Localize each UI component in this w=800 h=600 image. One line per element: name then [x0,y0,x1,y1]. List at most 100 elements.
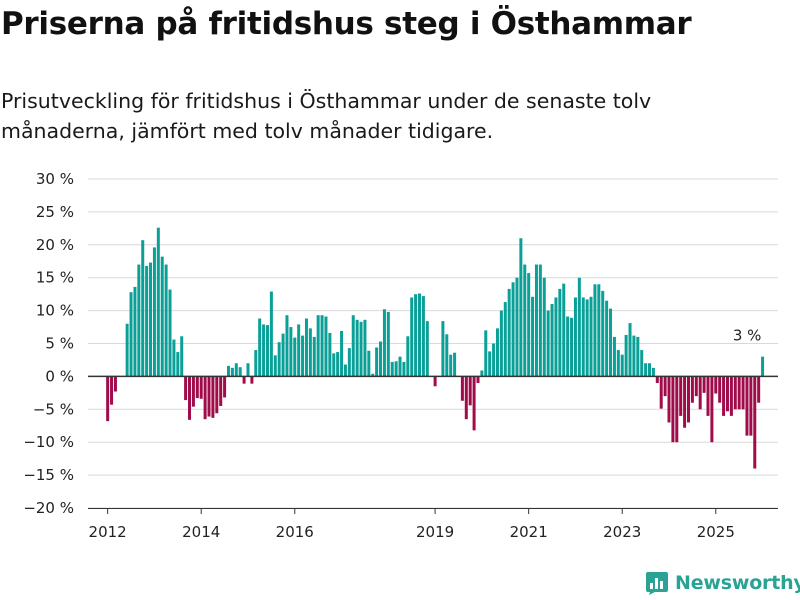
bar [340,331,344,377]
bar [472,376,476,431]
bar [542,277,546,377]
bar [675,376,679,443]
bar [242,376,246,384]
bar [184,376,188,401]
x-tick-label: 2014 [182,523,220,541]
bar [199,376,203,399]
bar [262,324,266,377]
bar [207,376,211,417]
bar [328,332,332,377]
bar [573,297,577,377]
newsworthy-logo[interactable]: Newsworthy [645,567,800,599]
bar [499,310,503,377]
bar [277,342,281,377]
bar [406,336,410,377]
bar [753,376,757,469]
bar [550,304,554,377]
bar [722,376,726,416]
bar [597,284,601,377]
bar [468,376,472,406]
bar [609,308,613,377]
bar [683,376,687,428]
bar [371,373,375,377]
bar [706,376,710,416]
bar [145,265,149,377]
bar [375,347,379,377]
bar [394,361,398,377]
bar [359,321,363,377]
bar [648,363,652,377]
bar [125,323,129,377]
bar [546,310,550,377]
bar [273,355,277,377]
bar [433,376,437,387]
bar [718,376,722,403]
bar [495,328,499,377]
bar [347,348,351,377]
bar [219,376,223,407]
bar [523,264,527,377]
bar [694,376,698,397]
bar [655,376,659,383]
bar [710,376,714,443]
bar [215,376,219,414]
bar [203,376,207,420]
bar [133,286,137,377]
bar [410,297,414,377]
bar [141,240,145,377]
bar [714,376,718,394]
x-tick-label: 2012 [89,523,127,541]
bar [729,376,733,416]
bar [632,335,636,377]
y-tick-label: 30 % [36,170,74,188]
bar [698,376,702,410]
y-tick-label: −15 % [23,466,74,484]
bar [620,354,624,377]
bar [636,336,640,377]
bar [106,376,110,422]
chart-subtitle: Prisutveckling för fritidshus i Östhamma… [1,89,652,143]
bar [129,292,133,377]
bar [585,299,589,377]
bar [269,291,273,377]
bar [612,336,616,377]
x-tick-label: 2019 [416,523,454,541]
bar [663,376,667,397]
bar [460,376,464,401]
bar [160,256,164,377]
bars [106,227,765,469]
bar [293,337,297,377]
bar [733,376,737,410]
bar [558,288,562,377]
bar [238,367,242,377]
bar [651,367,655,377]
x-axis: 2012 2014 2016 2019 2021 2023 2025 [88,375,778,541]
x-tick-label: 2025 [697,523,735,541]
bar [246,363,250,377]
bar [538,264,542,377]
y-tick-label: 0 % [45,367,74,385]
bar-chart-logo-icon [646,572,668,595]
bar [149,262,153,377]
bar [180,336,184,377]
bar [449,354,453,377]
bar [640,350,644,377]
bar [289,327,293,377]
bar [355,319,359,377]
bar [320,315,324,377]
bar [534,264,538,377]
bar [519,238,523,377]
bar [137,264,141,377]
bar [254,350,258,377]
bar [191,376,195,407]
bar [156,227,160,377]
bar [258,318,262,377]
bar [332,353,336,377]
y-tick-label: −5 % [33,400,74,418]
bar [671,376,675,443]
bar [164,264,168,377]
y-tick-label: −20 % [23,499,74,517]
bar [312,336,316,377]
bar [418,293,422,377]
